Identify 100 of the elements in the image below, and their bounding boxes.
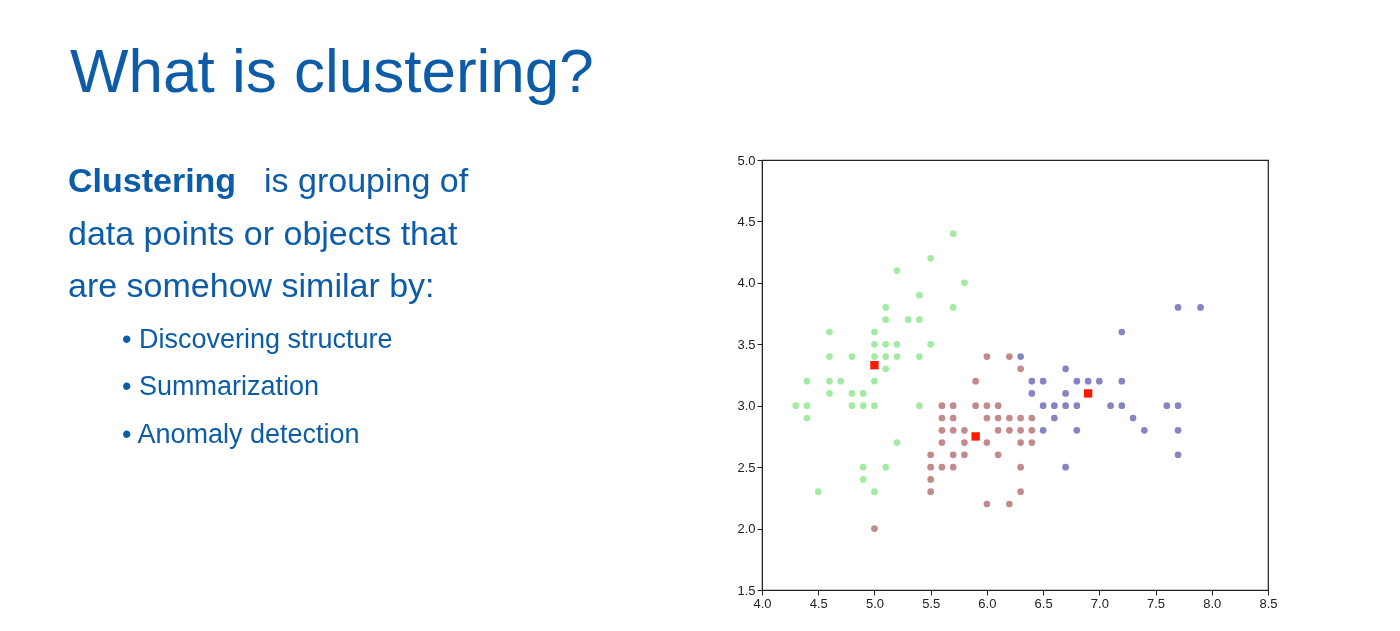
point [961, 426, 968, 434]
point [1118, 377, 1126, 385]
point [1028, 390, 1036, 397]
point [927, 463, 935, 471]
y-tick-label: 3.5 [737, 336, 756, 352]
point [1083, 389, 1093, 398]
point [1017, 426, 1024, 434]
point [1174, 304, 1182, 311]
point [893, 340, 901, 348]
point [949, 414, 957, 422]
text: • Discovering structure [122, 324, 393, 354]
point [848, 390, 856, 397]
y-tick-label: 3.0 [737, 398, 756, 414]
point [938, 463, 946, 471]
point [961, 439, 968, 446]
x-tick-label: 5.5 [922, 595, 941, 611]
point [1051, 414, 1058, 422]
point [1062, 463, 1069, 471]
point [882, 304, 890, 311]
point [949, 426, 957, 434]
point [826, 328, 833, 336]
text: is grouping of [264, 161, 469, 199]
point [882, 340, 890, 348]
point [1174, 402, 1182, 410]
point [871, 525, 878, 532]
x-tick-label: 8.5 [1259, 595, 1278, 611]
point [870, 360, 879, 370]
point [949, 402, 957, 410]
point [1017, 365, 1024, 373]
point [983, 353, 991, 360]
y-tick-label: 2.5 [737, 459, 756, 475]
point [1174, 451, 1182, 459]
point [916, 353, 923, 360]
point [871, 377, 878, 385]
point [1073, 377, 1081, 385]
point [994, 402, 1002, 410]
point [1073, 402, 1081, 410]
point [826, 390, 833, 397]
text: Clustering [68, 161, 237, 199]
point [1107, 402, 1114, 410]
point [859, 390, 867, 397]
point [1028, 377, 1036, 385]
point [1039, 377, 1047, 385]
point [803, 414, 811, 422]
point [949, 230, 957, 238]
point [927, 476, 935, 483]
point [871, 402, 878, 410]
point [994, 426, 1002, 434]
point [1095, 377, 1103, 385]
point [1039, 426, 1047, 434]
x-tick-label: 4.5 [809, 595, 828, 611]
point [1006, 414, 1013, 422]
point [927, 340, 935, 348]
point [1028, 439, 1036, 446]
y-tick-label: 2.0 [737, 521, 756, 537]
point [961, 451, 968, 459]
point [803, 377, 811, 385]
text: • Summarization [122, 371, 320, 401]
text: are somehow similar by: [68, 266, 435, 304]
point [1006, 500, 1013, 508]
point [882, 463, 890, 471]
point [1017, 463, 1024, 471]
point [893, 353, 901, 360]
point [938, 439, 946, 446]
point [938, 402, 946, 410]
point [1017, 488, 1024, 496]
point [814, 488, 822, 496]
point [927, 488, 935, 496]
point [1062, 390, 1069, 397]
point [1118, 402, 1126, 410]
point [1028, 426, 1036, 434]
chart-title: What is clustering? [70, 36, 594, 105]
point [1129, 414, 1137, 422]
point [983, 439, 991, 446]
point [1039, 402, 1047, 410]
point [837, 377, 845, 385]
point [949, 463, 957, 471]
point [1073, 426, 1081, 434]
point [826, 377, 833, 385]
point [994, 451, 1002, 459]
point [882, 353, 890, 360]
point [792, 402, 800, 410]
point [893, 267, 901, 274]
point [859, 402, 867, 410]
x-tick-label: 4.0 [753, 595, 772, 611]
point [848, 402, 856, 410]
point [859, 463, 867, 471]
point [971, 432, 980, 441]
point [1006, 426, 1013, 434]
point [871, 340, 878, 348]
point [859, 476, 867, 483]
point [916, 291, 923, 299]
point [904, 316, 912, 324]
point [1140, 426, 1148, 434]
point [983, 402, 991, 410]
y-tick-label: 4.0 [737, 275, 756, 291]
point [1006, 353, 1013, 360]
point [983, 500, 991, 508]
point [983, 414, 991, 422]
point [949, 451, 957, 459]
